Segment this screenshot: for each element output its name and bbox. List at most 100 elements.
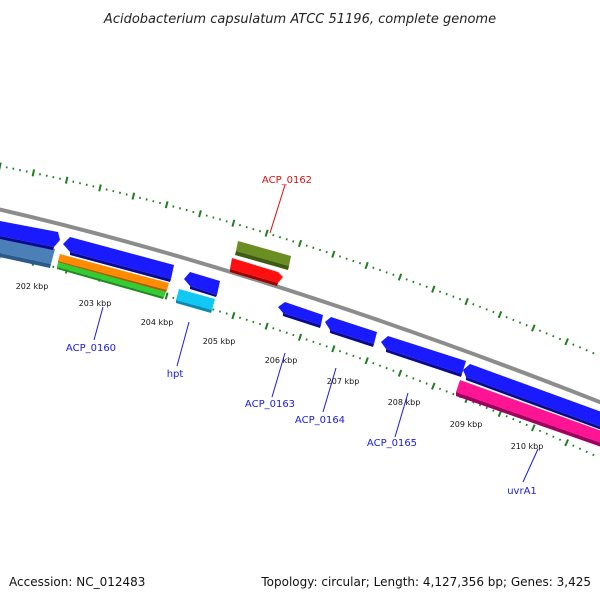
scale-label: 202 kbp	[16, 282, 49, 291]
major-tick	[131, 192, 136, 200]
feature-blue-4[interactable]	[278, 302, 323, 328]
minor-tick	[578, 447, 582, 451]
minor-tick	[372, 266, 375, 269]
major-tick	[431, 382, 436, 390]
gene-label-uvra1[interactable]: uvrA1	[507, 486, 537, 497]
major-tick	[64, 176, 69, 184]
minor-tick	[385, 271, 388, 274]
minor-tick	[272, 327, 275, 330]
gene-label-acp-0165[interactable]: ACP_0165	[367, 438, 417, 449]
minor-tick	[425, 285, 428, 288]
minor-tick	[92, 185, 95, 188]
gene-label-acp-0163[interactable]: ACP_0163	[245, 399, 295, 410]
minor-tick	[438, 290, 442, 293]
gene-label-acp-0164[interactable]: ACP_0164	[295, 415, 345, 426]
feature-blue-1[interactable]	[0, 220, 60, 250]
feature-blue-7[interactable]	[463, 364, 600, 433]
major-tick	[397, 273, 403, 281]
gene-label-acp-0160[interactable]: ACP_0160	[66, 343, 116, 354]
minor-tick	[592, 453, 595, 457]
minor-tick	[178, 207, 182, 210]
outer-tick-ring	[0, 162, 595, 355]
feature-olive[interactable]	[235, 241, 291, 270]
feature-red[interactable]	[230, 258, 283, 286]
major-tick	[231, 312, 236, 320]
leader-line	[522, 448, 539, 483]
major-tick	[364, 261, 369, 270]
scale-labels: 202 kbp 203 kbp 204 kbp 205 kbp 206 kbp …	[16, 282, 544, 451]
minor-tick	[212, 308, 215, 311]
major-tick	[297, 239, 303, 248]
leader-line	[394, 392, 409, 438]
minor-tick	[112, 189, 115, 193]
minor-tick	[312, 340, 315, 343]
minor-tick	[225, 312, 228, 315]
feature-blue-2[interactable]	[63, 237, 174, 282]
leader-line	[271, 352, 286, 398]
minor-tick	[325, 345, 328, 348]
minor-tick	[318, 248, 322, 252]
inner-tick-ring	[0, 251, 595, 457]
major-tick	[531, 324, 536, 332]
minor-tick	[205, 214, 208, 217]
minor-tick	[218, 310, 222, 313]
feature-orange[interactable]	[58, 254, 169, 292]
minor-tick	[452, 295, 455, 298]
feature-steelblue[interactable]	[0, 236, 55, 268]
minor-tick	[525, 324, 528, 327]
minor-tick	[258, 229, 262, 233]
minor-tick	[312, 246, 315, 249]
minor-tick	[405, 374, 408, 377]
feature-blue-5[interactable]	[325, 317, 377, 347]
major-tick	[164, 201, 169, 209]
minor-tick	[305, 338, 308, 341]
minor-tick	[172, 296, 175, 300]
minor-tick	[125, 193, 128, 196]
genome-backbone	[0, 207, 600, 405]
gene-label-hpt[interactable]: hpt	[167, 369, 184, 380]
minor-tick	[352, 259, 355, 263]
minor-tick	[392, 369, 395, 372]
minor-tick	[452, 392, 455, 396]
minor-tick	[245, 225, 248, 229]
feature-blue-6[interactable]	[381, 336, 466, 377]
minor-tick	[585, 450, 588, 454]
minor-tick	[585, 348, 588, 352]
minor-tick	[252, 227, 255, 231]
minor-tick	[458, 297, 462, 301]
minor-tick	[505, 415, 508, 418]
feature-magenta[interactable]	[456, 380, 600, 450]
minor-tick	[278, 329, 282, 332]
minor-tick	[278, 236, 282, 239]
minor-tick	[358, 357, 362, 360]
feature-blue-3[interactable]	[184, 272, 220, 297]
minor-tick	[445, 292, 448, 296]
major-tick	[397, 369, 403, 377]
minor-tick	[558, 438, 562, 441]
gene-label-acp-0162[interactable]: ACP_0162	[262, 175, 312, 186]
minor-tick	[158, 201, 162, 205]
major-tick	[264, 229, 269, 237]
scale-label: 205 kbp	[203, 337, 236, 346]
minor-tick	[445, 390, 448, 393]
minor-tick	[285, 238, 288, 241]
major-tick	[31, 169, 36, 177]
minor-tick	[252, 320, 255, 324]
minor-tick	[185, 208, 188, 212]
minor-tick	[352, 354, 355, 358]
feature-green[interactable]	[57, 262, 166, 299]
minor-tick	[512, 318, 515, 322]
minor-tick	[358, 262, 362, 265]
minor-tick	[52, 265, 55, 268]
minor-tick	[145, 198, 148, 201]
minor-tick	[338, 255, 342, 258]
major-tick	[164, 292, 169, 300]
minor-tick	[292, 240, 295, 243]
minor-tick	[225, 220, 228, 223]
scale-label: 204 kbp	[141, 318, 174, 327]
feature-cyan[interactable]	[176, 289, 215, 313]
minor-tick	[412, 377, 415, 380]
minor-tick	[345, 352, 348, 355]
minor-tick	[212, 216, 215, 219]
leader-line	[322, 367, 337, 413]
